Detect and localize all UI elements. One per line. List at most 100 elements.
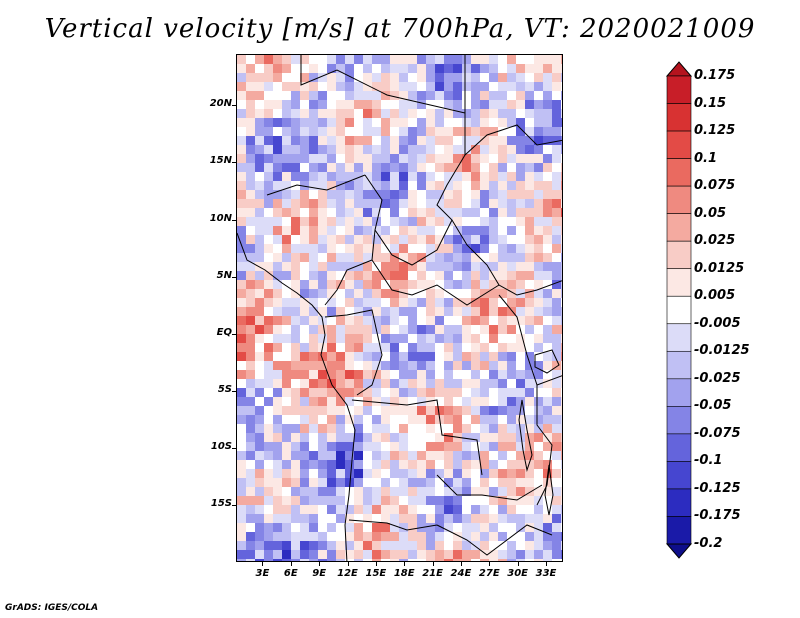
field-cell bbox=[345, 514, 354, 523]
field-cell bbox=[309, 487, 318, 496]
field-cell bbox=[327, 451, 336, 460]
field-cell bbox=[309, 91, 318, 100]
field-cell bbox=[264, 451, 273, 460]
field-cell bbox=[246, 451, 255, 460]
lat-label: 5N bbox=[216, 269, 232, 281]
field-cell bbox=[336, 397, 345, 406]
field-cell bbox=[327, 271, 336, 280]
field-cell bbox=[363, 271, 372, 280]
colorbar-segment bbox=[666, 130, 692, 159]
footer-credit: GrADS: IGES/COLA bbox=[5, 603, 99, 613]
field-cell bbox=[264, 352, 273, 361]
field-cell bbox=[246, 136, 255, 145]
field-cell bbox=[561, 505, 562, 514]
field-cell bbox=[318, 73, 327, 82]
field-cell bbox=[273, 352, 282, 361]
field-cell bbox=[372, 460, 381, 469]
field-cell bbox=[282, 379, 291, 388]
field-cell bbox=[354, 307, 363, 316]
field-cell bbox=[336, 379, 345, 388]
field-cell bbox=[435, 64, 444, 73]
field-cell bbox=[273, 424, 282, 433]
field-cell bbox=[498, 271, 507, 280]
field-cell bbox=[417, 298, 426, 307]
field-cell bbox=[282, 289, 291, 298]
field-cell bbox=[345, 190, 354, 199]
field-cell bbox=[534, 397, 543, 406]
field-cell bbox=[237, 469, 246, 478]
field-cell bbox=[399, 550, 408, 559]
field-cell bbox=[507, 208, 516, 217]
field-cell bbox=[480, 532, 489, 541]
field-cell bbox=[390, 91, 399, 100]
field-cell bbox=[300, 496, 309, 505]
field-cell bbox=[444, 505, 453, 514]
field-cell bbox=[345, 136, 354, 145]
field-cell bbox=[336, 280, 345, 289]
field-cell bbox=[408, 334, 417, 343]
field-cell bbox=[489, 451, 498, 460]
field-cell bbox=[525, 280, 534, 289]
field-cell bbox=[327, 307, 336, 316]
field-cell bbox=[453, 415, 462, 424]
field-cell bbox=[309, 127, 318, 136]
field-cell bbox=[363, 118, 372, 127]
field-cell bbox=[435, 73, 444, 82]
field-cell bbox=[525, 388, 534, 397]
field-cell bbox=[552, 181, 561, 190]
field-cell bbox=[489, 541, 498, 550]
field-cell bbox=[264, 406, 273, 415]
field-cell bbox=[462, 136, 471, 145]
field-cell bbox=[435, 235, 444, 244]
field-cell bbox=[345, 145, 354, 154]
field-cell bbox=[255, 532, 264, 541]
field-cell bbox=[363, 496, 372, 505]
lon-label: 6E bbox=[283, 568, 298, 579]
lon-label: 15E bbox=[365, 568, 387, 579]
field-cell bbox=[516, 370, 525, 379]
country-borders bbox=[237, 55, 562, 561]
field-cell bbox=[516, 343, 525, 352]
field-cell bbox=[390, 118, 399, 127]
field-cell bbox=[498, 280, 507, 289]
field-cell bbox=[534, 190, 543, 199]
field-cell bbox=[534, 532, 543, 541]
field-cell bbox=[327, 550, 336, 559]
field-cell bbox=[246, 550, 255, 559]
field-cell bbox=[264, 478, 273, 487]
field-cell bbox=[273, 73, 282, 82]
field-cell bbox=[309, 496, 318, 505]
field-cell bbox=[273, 298, 282, 307]
field-cell bbox=[417, 127, 426, 136]
field-cell bbox=[255, 397, 264, 406]
border-tanzania bbox=[536, 375, 562, 386]
field-cell bbox=[309, 379, 318, 388]
field-cell bbox=[300, 370, 309, 379]
field-cell bbox=[372, 397, 381, 406]
field-cell bbox=[300, 64, 309, 73]
field-cell bbox=[552, 244, 561, 253]
field-cell bbox=[507, 289, 516, 298]
field-cell bbox=[516, 73, 525, 82]
field-cell bbox=[300, 541, 309, 550]
field-cell bbox=[498, 478, 507, 487]
field-cell bbox=[516, 316, 525, 325]
field-cell bbox=[336, 154, 345, 163]
lat-tick bbox=[232, 162, 236, 164]
field-cell bbox=[462, 514, 471, 523]
field-cell bbox=[435, 280, 444, 289]
field-cell bbox=[453, 136, 462, 145]
lon-tick bbox=[347, 562, 349, 566]
colorbar-label: -0.2 bbox=[694, 536, 723, 551]
field-cell bbox=[552, 118, 561, 127]
field-cell bbox=[543, 343, 552, 352]
field-cell bbox=[318, 82, 327, 91]
field-cell bbox=[327, 316, 336, 325]
field-cell bbox=[480, 361, 489, 370]
field-cell bbox=[363, 388, 372, 397]
field-cell bbox=[480, 82, 489, 91]
field-cell bbox=[408, 370, 417, 379]
field-cell bbox=[507, 145, 516, 154]
field-cell bbox=[543, 523, 552, 532]
field-cell bbox=[363, 505, 372, 514]
